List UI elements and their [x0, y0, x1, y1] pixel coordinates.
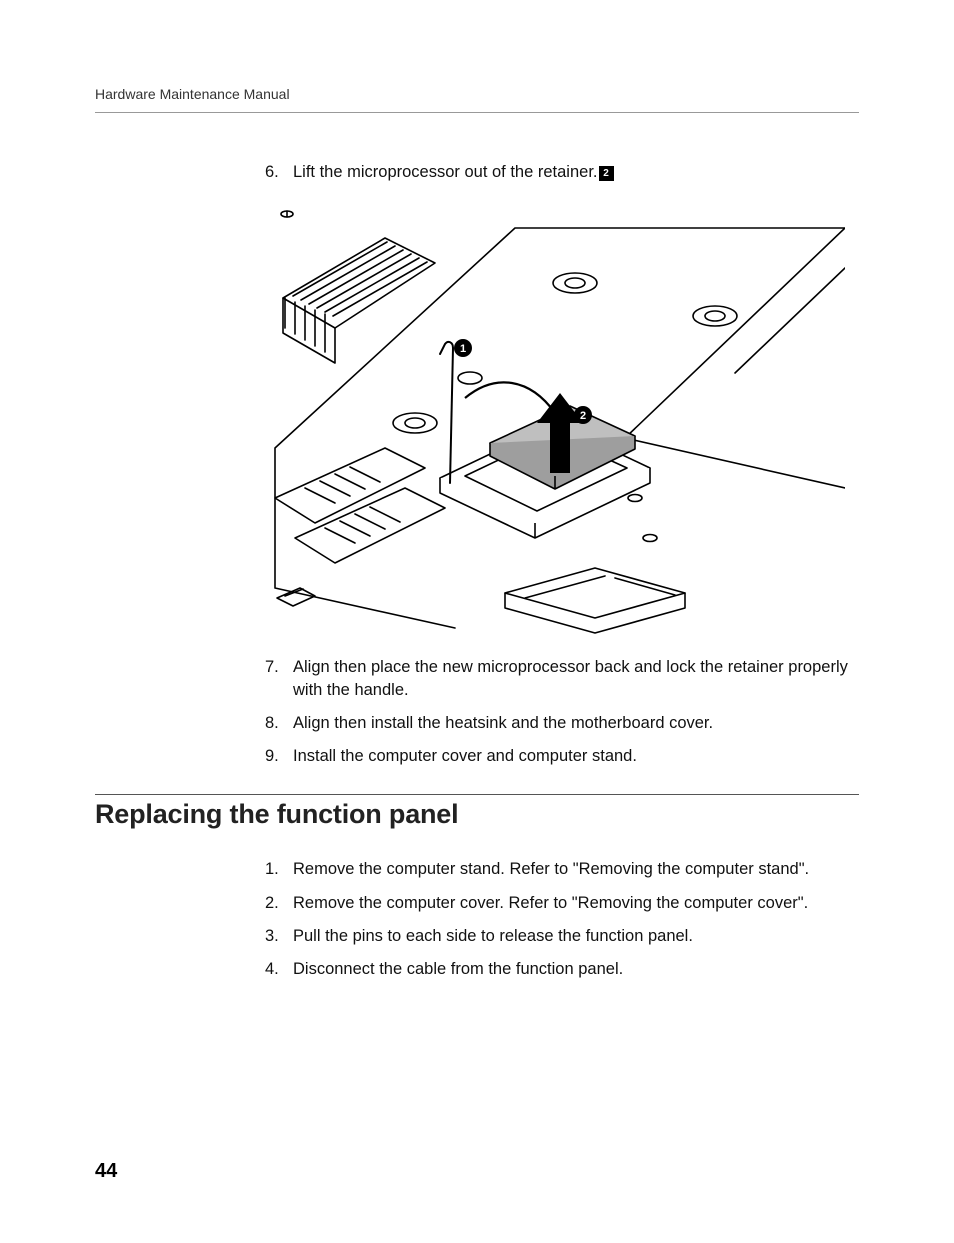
step-text: Pull the pins to each side to release th…	[293, 927, 693, 945]
section-title: Replacing the function panel	[95, 799, 859, 830]
step-number: 4.	[265, 958, 279, 981]
step-4: 4. Disconnect the cable from the functio…	[265, 958, 859, 981]
step-number: 6.	[265, 161, 279, 184]
step-number: 1.	[265, 858, 279, 881]
step-text: Remove the computer stand. Refer to "Rem…	[293, 860, 809, 878]
step-9: 9. Install the computer cover and comput…	[265, 745, 859, 768]
step-8: 8. Align then install the heatsink and t…	[265, 712, 859, 735]
step-text: Align then install the heatsink and the …	[293, 714, 713, 732]
procedure-list-1-cont: 7. Align then place the new microprocess…	[265, 656, 859, 768]
step-1: 1. Remove the computer stand. Refer to "…	[265, 858, 859, 881]
page: Hardware Maintenance Manual 6. Lift the …	[0, 0, 954, 1243]
svg-text:1: 1	[460, 343, 466, 355]
step-2: 2. Remove the computer cover. Refer to "…	[265, 892, 859, 915]
callout-2: 2	[574, 406, 592, 424]
procedure-list-2: 1. Remove the computer stand. Refer to "…	[265, 858, 859, 980]
diagram-svg: 1 2	[265, 198, 845, 638]
content-column: 6. Lift the microprocessor out of the re…	[265, 161, 859, 981]
step-text: Install the computer cover and computer …	[293, 747, 637, 765]
step-number: 7.	[265, 656, 279, 679]
svg-text:2: 2	[580, 410, 586, 422]
microprocessor-figure: 1 2	[265, 198, 845, 638]
step-3: 3. Pull the pins to each side to release…	[265, 925, 859, 948]
step-number: 8.	[265, 712, 279, 735]
step-number: 9.	[265, 745, 279, 768]
step-text: Align then place the new microprocessor …	[293, 658, 848, 699]
procedure-list-1: 6. Lift the microprocessor out of the re…	[265, 161, 859, 184]
page-number: 44	[95, 1160, 117, 1183]
running-header-text: Hardware Maintenance Manual	[95, 86, 290, 102]
callout-badge-inline: 2	[599, 166, 614, 181]
step-6: 6. Lift the microprocessor out of the re…	[265, 161, 859, 184]
callout-1: 1	[454, 339, 472, 357]
section-rule	[95, 794, 859, 795]
step-number: 2.	[265, 892, 279, 915]
step-number: 3.	[265, 925, 279, 948]
step-text: Remove the computer cover. Refer to "Rem…	[293, 894, 808, 912]
step-7: 7. Align then place the new microprocess…	[265, 656, 859, 702]
step-text: Disconnect the cable from the function p…	[293, 960, 623, 978]
running-header: Hardware Maintenance Manual	[95, 86, 859, 113]
step-text: Lift the microprocessor out of the retai…	[293, 163, 598, 181]
